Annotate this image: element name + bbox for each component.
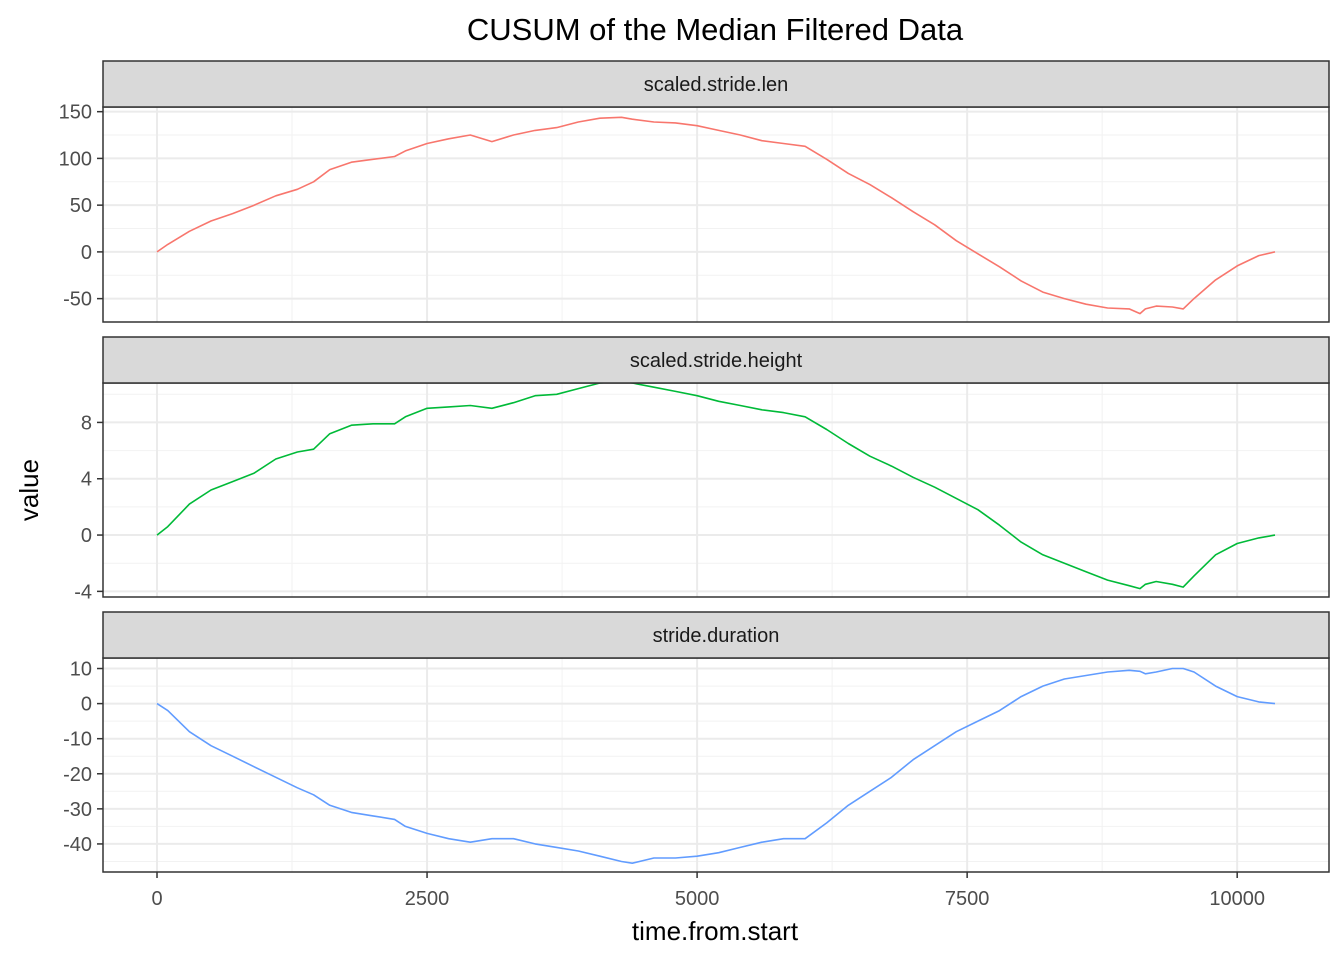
facet-strip: [102, 336, 1330, 384]
x-tick-label: 7500: [945, 888, 990, 910]
y-tick-label: -50: [63, 289, 92, 311]
y-tick-label: 4: [81, 469, 92, 491]
y-tick-label: 0: [81, 525, 92, 547]
y-axis-title: value: [14, 459, 44, 521]
facet-strip: [102, 60, 1330, 108]
y-tick-label: -4: [74, 581, 92, 603]
facet-strip-label: scaled.stride.len: [644, 74, 789, 96]
y-tick-label: -10: [63, 729, 92, 751]
series-line-scaled-stride-height: [156, 380, 1276, 590]
x-axis-title: time.from.start: [632, 916, 799, 946]
y-tick-label: -20: [63, 764, 92, 786]
series-line-stride-duration: [156, 667, 1276, 865]
panels-layer: -50050100150scaled.stride.len-4048scaled…: [59, 60, 1330, 873]
y-tick-label: 0: [81, 694, 92, 716]
facet-strip-label: scaled.stride.height: [630, 350, 803, 372]
y-tick-label: 100: [59, 148, 92, 170]
y-tick-label: 50: [70, 195, 92, 217]
panel-background: [103, 383, 1329, 597]
y-tick-label: 10: [70, 659, 92, 681]
y-tick-label: 150: [59, 102, 92, 124]
y-tick-label: 8: [81, 412, 92, 434]
chart-title: CUSUM of the Median Filtered Data: [467, 12, 964, 47]
panel-background: [103, 658, 1329, 872]
y-tick-label: -30: [63, 799, 92, 821]
y-tick-label: 0: [81, 242, 92, 264]
x-tick-label: 5000: [675, 888, 720, 910]
facet-strip-label: stride.duration: [653, 625, 780, 647]
panel-3: -40 -30 -20 -10 0 10 stride.duration: [63, 611, 1330, 873]
y-tick-label: -40: [63, 834, 92, 856]
panel-background: [103, 107, 1329, 322]
x-tick-label: 0: [151, 888, 162, 910]
panel-2: -4 0 4 8 scaled.stride.height: [74, 336, 1330, 603]
panel-1: -50 0 50 100 150 scaled.stride.len: [59, 60, 1330, 323]
facet-strip: [102, 611, 1330, 659]
x-tick-label: 2500: [405, 888, 450, 910]
x-tick-label: 10000: [1209, 888, 1265, 910]
x-axis: 0 2500 5000 7500 10000: [151, 872, 1265, 910]
series-line-scaled-stride-len: [156, 116, 1276, 315]
